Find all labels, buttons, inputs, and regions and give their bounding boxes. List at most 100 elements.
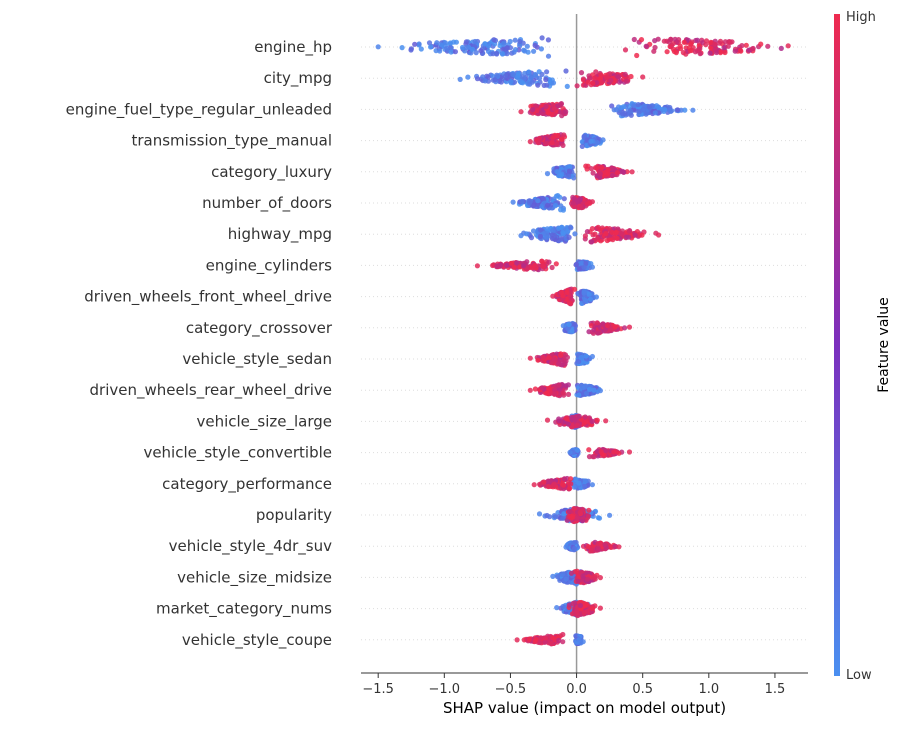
shap-points xyxy=(375,35,791,647)
shap-point xyxy=(604,237,610,244)
shap-point xyxy=(560,323,566,329)
feature-label-vehicle-size-large: vehicle_size_large xyxy=(196,412,332,431)
shap-point xyxy=(558,101,564,107)
shap-point xyxy=(590,170,596,176)
shap-point xyxy=(607,71,613,77)
shap-point xyxy=(532,42,538,49)
shap-point xyxy=(572,321,578,327)
shap-point xyxy=(567,449,573,455)
shap-point xyxy=(559,571,566,578)
feature-label-vehicle-style-sedan: vehicle_style_sedan xyxy=(182,350,332,369)
shap-point xyxy=(550,293,556,299)
shap-point xyxy=(765,43,771,49)
shap-point xyxy=(572,231,578,237)
shap-point xyxy=(594,417,600,423)
shap-point xyxy=(722,39,729,45)
shap-point xyxy=(554,169,560,175)
shap-point xyxy=(544,226,550,232)
shap-point xyxy=(616,450,622,456)
shap-point xyxy=(582,414,588,420)
shap-point xyxy=(681,39,687,45)
shap-point xyxy=(489,73,495,79)
shap-point xyxy=(375,44,381,50)
shap-point xyxy=(518,109,524,115)
shap-point xyxy=(501,40,507,46)
shap-point xyxy=(574,422,580,428)
shap-point xyxy=(561,132,567,138)
shap-point xyxy=(452,49,458,55)
shap-point xyxy=(535,198,541,204)
shap-point xyxy=(583,478,589,484)
shap-point xyxy=(597,75,604,81)
shap-point xyxy=(725,43,731,49)
shap-point xyxy=(583,163,589,169)
shap-point xyxy=(542,635,549,641)
shap-point xyxy=(559,113,565,119)
shap-point xyxy=(594,140,600,146)
shap-point xyxy=(607,512,613,518)
shap-point xyxy=(524,43,530,49)
shap-point xyxy=(573,261,580,267)
shap-point xyxy=(563,109,569,115)
shap-point xyxy=(592,75,598,81)
shap-point xyxy=(569,422,575,428)
shap-point xyxy=(549,264,555,271)
shap-point xyxy=(442,40,448,46)
shap-point xyxy=(569,327,575,333)
shap-point xyxy=(595,224,601,230)
shap-point xyxy=(714,49,720,56)
shap-point xyxy=(582,483,588,490)
shap-point xyxy=(626,234,632,240)
shap-point xyxy=(531,48,537,54)
shap-point xyxy=(529,79,535,85)
shap-point xyxy=(717,38,724,45)
feature-labels: engine_hp city_mpg engine_fuel_type_regula… xyxy=(66,38,333,650)
shap-point xyxy=(626,449,633,455)
shap-point xyxy=(504,45,510,51)
shap-point xyxy=(498,262,504,268)
shap-point xyxy=(597,605,604,611)
shap-point xyxy=(502,73,508,79)
shap-point xyxy=(519,74,525,80)
shap-point xyxy=(559,136,565,142)
shap-point xyxy=(543,390,550,396)
shap-point xyxy=(512,47,519,53)
colorbar-gradient xyxy=(834,14,840,676)
shap-point xyxy=(623,78,629,84)
shap-point xyxy=(576,392,582,398)
shap-point xyxy=(582,297,589,303)
shap-point xyxy=(528,235,535,241)
shap-point xyxy=(533,72,539,78)
shap-point xyxy=(550,80,557,86)
shap-point xyxy=(576,480,582,486)
shap-point xyxy=(568,570,575,576)
shap-point xyxy=(510,199,516,205)
x-tick-label: 1.0 xyxy=(698,682,719,697)
shap-point xyxy=(494,72,500,78)
shap-point xyxy=(739,43,745,49)
shap-point xyxy=(448,49,454,55)
shap-point xyxy=(652,38,658,44)
x-tick-label: −1.5 xyxy=(362,682,394,697)
shap-point xyxy=(524,231,530,237)
shap-point xyxy=(622,47,629,53)
shap-point xyxy=(558,207,564,213)
shap-point xyxy=(551,481,558,487)
shap-point xyxy=(607,326,613,332)
shap-point xyxy=(550,573,556,580)
shap-point xyxy=(579,143,585,149)
shap-point xyxy=(572,545,578,552)
shap-point xyxy=(548,478,554,484)
shap-point xyxy=(541,479,547,485)
shap-point xyxy=(609,172,615,179)
shap-point xyxy=(536,511,543,517)
shap-point xyxy=(556,382,562,388)
shap-point xyxy=(588,548,594,554)
shap-point xyxy=(584,576,591,582)
shap-point xyxy=(504,51,510,57)
shap-point xyxy=(675,107,681,113)
shap-point xyxy=(539,385,545,391)
shap-point xyxy=(459,44,466,51)
shap-point xyxy=(580,573,586,579)
gridlines xyxy=(361,46,808,641)
